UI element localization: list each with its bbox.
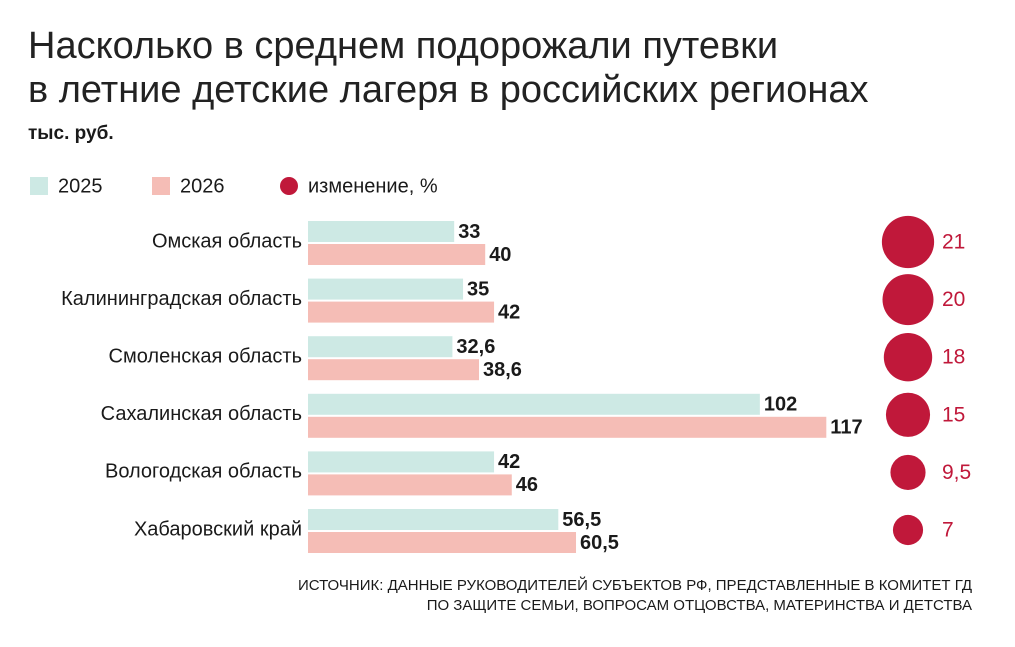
change-bubble xyxy=(882,274,934,326)
change-bubble xyxy=(890,454,926,490)
bar xyxy=(308,393,760,415)
chart-title: в летние детские лагеря в российских рег… xyxy=(28,69,868,111)
category-label: Омская область xyxy=(152,230,302,252)
source: ИСТОЧНИК: ДАННЫЕ РУКОВОДИТЕЛЕЙ СУБЪЕКТОВ… xyxy=(298,576,972,594)
bar xyxy=(308,451,495,473)
chart-subtitle: тыс. руб. xyxy=(28,123,114,144)
data-label: 32,6 xyxy=(456,336,495,358)
category-label: Смоленская область xyxy=(109,345,302,367)
data-label: 35 xyxy=(467,278,489,300)
category-label: Калининградская область xyxy=(61,288,302,310)
data-label: 38,6 xyxy=(483,359,522,381)
legend-label: изменение, % xyxy=(308,175,438,197)
bar xyxy=(308,509,559,530)
category-label: Хабаровский край xyxy=(134,518,302,540)
data-label: 9,5 xyxy=(942,461,971,484)
legend-label: 2026 xyxy=(180,175,225,197)
category-label: Сахалинская область xyxy=(101,403,302,425)
data-label: 102 xyxy=(764,394,797,416)
change-bubble xyxy=(881,215,935,269)
data-label: 20 xyxy=(942,288,965,311)
bar xyxy=(308,221,455,242)
data-label: 117 xyxy=(830,417,862,439)
data-label: 42 xyxy=(498,301,520,323)
bar xyxy=(308,301,495,323)
change-bubble xyxy=(885,392,931,437)
bar xyxy=(308,416,827,438)
legend-marker xyxy=(152,177,170,195)
data-label: 21 xyxy=(942,231,965,254)
legend-marker xyxy=(30,177,48,195)
data-label: 46 xyxy=(516,474,538,496)
data-label: 60,5 xyxy=(580,532,619,554)
data-label: 33 xyxy=(458,221,480,243)
bar xyxy=(308,278,464,300)
legend-label: 2025 xyxy=(58,175,103,197)
data-label: 56,5 xyxy=(562,509,601,531)
bar xyxy=(308,336,453,358)
category-label: Вологодская область xyxy=(105,461,302,483)
legend-marker xyxy=(280,177,298,195)
source: ПО ЗАЩИТЕ СЕМЬИ, ВОПРОСАМ ОТЦОВСТВА, МАТ… xyxy=(427,597,972,614)
data-label: 7 xyxy=(942,519,954,542)
bar xyxy=(308,474,512,496)
bar xyxy=(308,532,577,553)
data-label: 15 xyxy=(942,403,965,426)
bar xyxy=(308,359,479,381)
data-label: 42 xyxy=(498,451,520,473)
data-label: 40 xyxy=(489,244,511,266)
change-bubble xyxy=(892,514,924,546)
bar xyxy=(308,244,486,265)
data-label: 18 xyxy=(942,346,965,369)
chart-title: Насколько в среднем подорожали путевки xyxy=(28,25,778,67)
change-bubble xyxy=(883,333,933,382)
